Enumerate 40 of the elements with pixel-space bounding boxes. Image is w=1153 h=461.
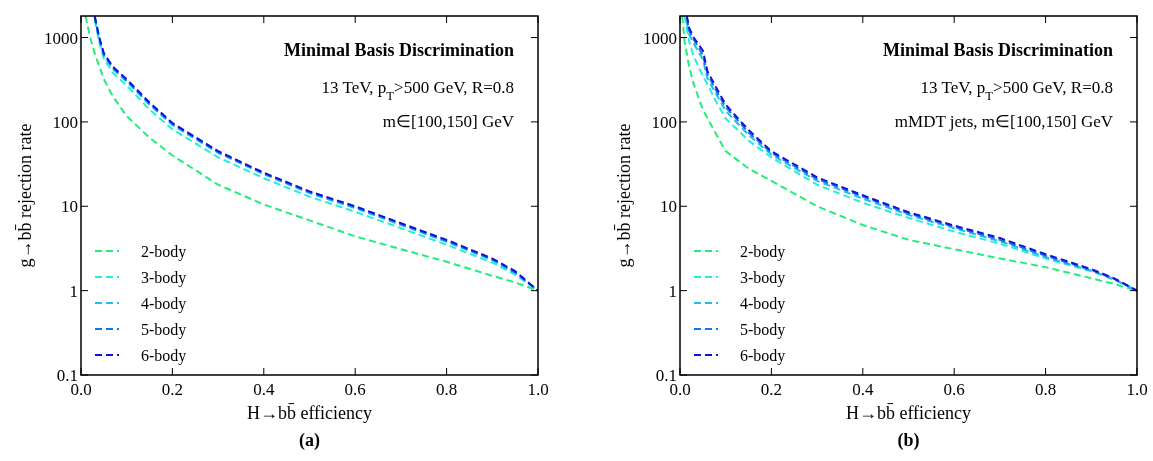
- y-tick-label: 10: [660, 197, 677, 217]
- legend-label: 6-body: [740, 347, 786, 365]
- legend-label: 3-body: [740, 269, 786, 287]
- text: Minimal Basis Discrimination: [283, 40, 514, 60]
- legend-label: 5-body: [740, 321, 786, 339]
- text: (a): [299, 430, 320, 451]
- legend-label: 2-body: [141, 243, 187, 261]
- x-axis-title: H→bb̄ efficiency: [246, 402, 373, 423]
- x-tick-label: 0.2: [760, 380, 783, 399]
- legend-label: 2-body: [740, 243, 786, 261]
- y-tick-label: 1: [668, 281, 677, 301]
- text: 13 TeV, p$_{T}$>500 GeV, R=0.8: [920, 78, 1113, 103]
- x-axis-title: H→bb̄ efficiency: [845, 402, 972, 423]
- x-tick-label: 1.0: [1126, 380, 1148, 399]
- x-tick-label: 0.4: [852, 380, 874, 399]
- annotation: m∈[100,150] GeV: [382, 112, 515, 131]
- x-tick-label: 0.8: [435, 380, 458, 399]
- x-tick-label: 0.6: [344, 380, 366, 399]
- annotation: mMDT jets, m∈[100,150] GeV: [894, 112, 1114, 131]
- y-tick-label: 100: [651, 112, 677, 132]
- text: Minimal Basis Discrimination: [882, 40, 1113, 60]
- legend-label: 5-body: [141, 321, 187, 339]
- x-tick-label: 0.4: [253, 380, 275, 399]
- x-tick-label: 0.2: [161, 380, 184, 399]
- y-tick-label: 1000: [44, 28, 78, 48]
- legend-label: 4-body: [740, 295, 786, 313]
- x-tick-label: 1.0: [527, 380, 549, 399]
- y-tick-label: 1: [69, 281, 78, 301]
- text: 13 TeV, p$_{T}$>500 GeV, R=0.8: [321, 78, 514, 103]
- y-tick-label: 1000: [643, 28, 677, 48]
- legend-label: 4-body: [141, 295, 187, 313]
- legend-label: 3-body: [141, 269, 187, 287]
- y-axis-title: g→bb̄ rejection rate: [14, 123, 35, 268]
- legend-label: 6-body: [141, 347, 187, 365]
- y-tick-label: 100: [52, 112, 78, 132]
- y-axis-title: g→bb̄ rejection rate: [613, 123, 634, 268]
- text: (b): [897, 430, 920, 451]
- y-tick-label: 10: [61, 197, 78, 217]
- x-tick-label: 0.8: [1034, 380, 1057, 399]
- x-tick-label: 0.6: [943, 380, 965, 399]
